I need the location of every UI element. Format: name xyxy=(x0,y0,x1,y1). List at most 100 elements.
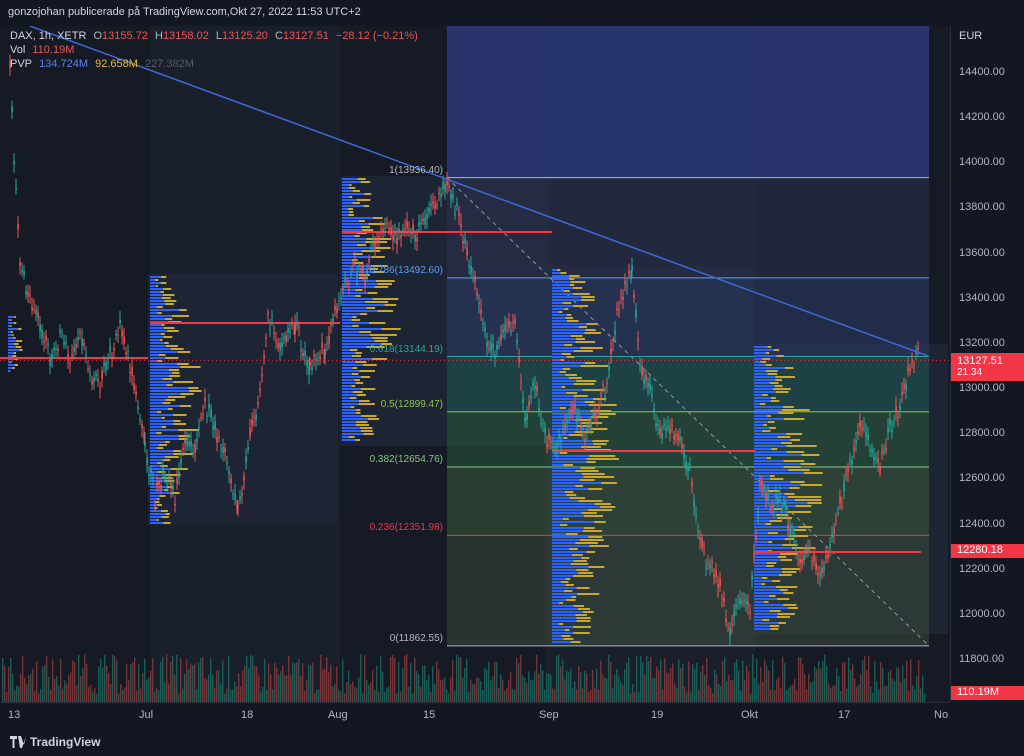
volume-bar-down xyxy=(312,662,314,702)
volume-profile-bar-up xyxy=(754,403,760,405)
volume-bar-up xyxy=(160,661,162,702)
candle-up xyxy=(639,365,641,367)
pvp-label[interactable]: PVP xyxy=(10,58,33,70)
candle-up xyxy=(338,300,340,302)
volume-profile-bar-down xyxy=(372,337,388,339)
volume-profile-bar-up xyxy=(552,476,584,478)
candle-down xyxy=(33,308,35,310)
volume-profile-bar-down xyxy=(359,427,373,429)
candle-up xyxy=(21,269,23,273)
candle-down xyxy=(101,370,103,380)
candle-up xyxy=(777,497,779,504)
volume-profile-bar-down xyxy=(562,302,572,304)
candle-up xyxy=(323,352,325,354)
volume-profile-bar-up xyxy=(342,265,371,267)
volume-profile-bar-up xyxy=(754,523,766,525)
candle-down xyxy=(170,482,172,489)
volume-profile-bar-down xyxy=(570,335,583,337)
price-tick-label: 12800.00 xyxy=(959,427,1005,440)
volume-profile-bar-down xyxy=(783,460,805,462)
volume-profile-bar-down xyxy=(377,310,394,312)
volume-bar-up xyxy=(154,691,156,702)
volume-profile-bar-up xyxy=(552,344,565,346)
volume-profile-bar-up xyxy=(754,619,763,621)
volume-profile-bar-up xyxy=(552,464,564,466)
volume-bar-up xyxy=(444,677,446,702)
volume-profile-bar-down xyxy=(355,424,369,426)
candle-down xyxy=(580,425,582,429)
volume-bar-down xyxy=(644,674,646,702)
candle-up xyxy=(269,328,271,330)
volume-profile-bar-up xyxy=(754,427,770,429)
volume-profile-bar-up xyxy=(150,441,165,443)
candle-down xyxy=(293,328,295,330)
price-axis[interactable]: EUR 14400.00 14200.00 14000.00 13800.00 1360… xyxy=(950,26,1024,702)
volume-profile-bar-down xyxy=(360,376,371,378)
volume-profile-bar-up xyxy=(754,508,774,510)
volume-bar-down xyxy=(460,656,462,702)
volume-profile-bar-down xyxy=(360,430,373,432)
candle-down xyxy=(813,554,815,562)
vol-label[interactable]: Vol xyxy=(10,44,26,56)
time-axis[interactable]: 13 Jul 18 Aug 15 Sep 19 Okt 17 No xyxy=(0,702,950,729)
volume-bar-up xyxy=(360,654,362,702)
candle-up xyxy=(426,214,428,220)
candle-up xyxy=(504,324,506,331)
candle-down xyxy=(805,548,807,555)
volume-bar-up xyxy=(96,693,98,702)
candle-down xyxy=(342,287,344,290)
volume-profile-bar-down xyxy=(783,406,794,408)
volume-profile-bar-down xyxy=(156,447,164,449)
candle-down xyxy=(352,265,354,267)
volume-bar-up xyxy=(428,674,430,702)
candle-up xyxy=(85,354,87,356)
volume-profile-bar-down xyxy=(358,403,375,405)
volume-bar-down xyxy=(908,690,910,702)
candle-up xyxy=(709,564,711,569)
candle-up xyxy=(562,427,564,431)
volume-bar-down xyxy=(796,690,798,702)
candle-down xyxy=(719,578,721,586)
volume-bar-up xyxy=(264,659,266,702)
candle-up xyxy=(687,467,689,472)
volume-profile-bar-up xyxy=(150,423,174,425)
volume-bar-up xyxy=(272,689,274,702)
volume-profile-bar-down xyxy=(767,373,778,375)
volume-bar-up xyxy=(544,689,546,702)
candle-down xyxy=(237,505,239,507)
volume-profile-bar-down xyxy=(580,467,596,469)
volume-profile-bar-down xyxy=(790,439,801,441)
candle-down xyxy=(432,201,434,204)
volume-profile-bar-up xyxy=(8,328,18,330)
volume-bar-down xyxy=(322,669,324,702)
volume-bar-down xyxy=(688,661,690,702)
candle-up xyxy=(366,269,368,276)
volume-profile-bar-down xyxy=(360,388,376,390)
volume-bar-down xyxy=(768,670,770,702)
volume-profile-bar-down xyxy=(166,474,181,476)
candle-down xyxy=(703,547,705,549)
price-chart[interactable] xyxy=(0,26,950,702)
candle-down xyxy=(801,559,803,564)
candle-down xyxy=(360,269,362,271)
volume-bar-down xyxy=(94,688,96,702)
volume-profile-bar-up xyxy=(754,409,783,411)
candle-up xyxy=(781,510,783,512)
chart-pane[interactable]: DAX, 1h, XETR O13155.72 H13158.02 L13125… xyxy=(0,26,950,702)
volume-profile-bar-up xyxy=(150,312,158,314)
candle-up xyxy=(566,420,568,422)
volume-profile-bar-down xyxy=(164,441,170,443)
volume-profile-bar-up xyxy=(342,421,357,423)
volume-profile-bar-up xyxy=(754,556,778,558)
volume-profile-bar-up xyxy=(552,491,565,493)
candle-up xyxy=(767,492,769,501)
volume-bar-up xyxy=(840,691,842,702)
volume-profile-bar-down xyxy=(167,408,173,410)
volume-profile-bar-down xyxy=(188,387,199,389)
symbol-label[interactable]: DAX, 1h, XETR xyxy=(10,30,87,42)
candle-up xyxy=(25,290,27,295)
volume-bar-down xyxy=(710,687,712,702)
volume-profile-bar-up xyxy=(754,376,776,378)
volume-profile-bar-down xyxy=(566,392,578,394)
candle-down xyxy=(400,234,402,239)
